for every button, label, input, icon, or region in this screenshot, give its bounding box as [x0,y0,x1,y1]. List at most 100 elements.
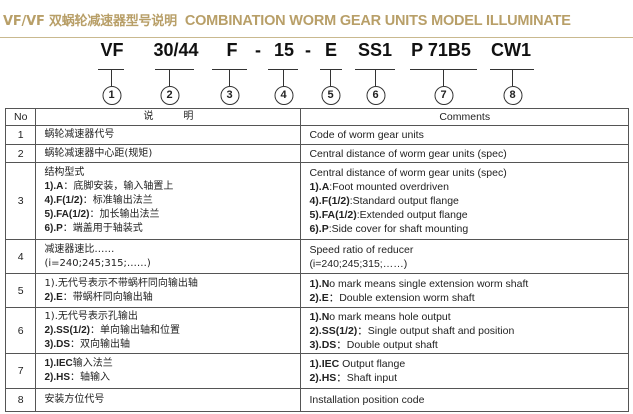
desc-line: 5).FA(1/2)：加长输出法兰 [44,209,160,220]
desc-line: 2).SS(1/2)：单向输出轴和位置 [44,324,181,336]
table-row: 3 结构型式 1).A：底脚安装，输入轴置上 4).F(1/2)：标准输出法兰 5).F… [4,162,629,240]
code-connector [512,69,513,86]
circled-number-marker: 4 [274,86,293,105]
title-en: COMBINATION WORM GEAR UNITS MODEL ILLUMI… [184,13,571,29]
comments-line: Speed ratio of reducer [309,243,414,256]
desc-line: 减速器速比…… [44,243,115,255]
code-segment: 15 [273,40,295,60]
title-cn: VF/VF 双蜗轮减速器型号说明 [3,14,177,29]
row-comments: 1).No mark means hole output 2).SS(1/2)：S… [300,307,629,354]
circled-number-marker: 1 [102,86,121,105]
table-row: 5 1).无代号表示不带蜗杆同向输出轴 2).E：带蜗杆同向输出轴 1).No mar… [4,273,629,308]
comments-line: 2).SS(1/2)：Single output shaft and posit… [309,324,515,337]
comments-line: 1).IEC Output flange [309,358,406,370]
code-segment: CW1 [491,40,531,60]
comments-line: Installation position code [309,394,425,406]
table-row: 4 减速器速比…… (i=240;245;315;……) Speed ratio of… [4,239,629,274]
desc-line: 4).F(1/2)：标准输出法兰 [44,195,153,206]
title-divider [0,37,633,38]
row-comments: Speed ratio of reducer (i=240;245;315;……) [300,239,629,274]
row-number: 6 [4,307,37,354]
desc-line: 蜗轮减速器代号 [44,129,115,140]
code-segment: P 71B5 [411,40,471,60]
code-connector [283,69,284,86]
row-number: 5 [4,273,37,308]
model-table: No 说 明 Comments 1 蜗轮减速器代号 Code of worm gea… [4,108,629,412]
circled-number-marker: 2 [160,86,179,105]
comments-line: 1).A:Foot mounted overdriven [309,181,449,193]
desc-line: 1).无代号表示孔输出 [44,310,138,322]
row-number: 4 [4,239,37,274]
row-desc: 安装方位代号 [35,388,302,412]
circled-number-marker: 3 [220,86,239,105]
desc-line: 1).IEC输入法兰 [44,358,113,369]
comments-line: 2).HS：Shaft input [309,372,397,384]
row-desc: 蜗轮减速器代号 [35,125,302,145]
comments-line: Central distance of worm gear units (spe… [309,167,507,179]
code-segment: VF [100,40,124,60]
desc-line: 6).P：端盖用于轴装式 [44,223,143,234]
desc-line: 蜗轮减速器中心距(规矩) [44,147,153,159]
row-comments: Central distance of worm gear units (spe… [300,162,629,240]
row-desc: 蜗轮减速器中心距(规矩) [35,144,302,163]
row-number: 8 [4,388,37,412]
row-number: 3 [4,162,37,240]
code-segment: E [324,40,338,60]
row-comments: Central distance of worm gear units (spe… [300,144,629,163]
header-no: No [4,108,37,126]
code-segment: 30/44 [153,40,199,60]
table-row: 7 1).IEC输入法兰 2).HS：轴输入 1).IEC Output flange… [4,353,629,389]
table-row: 8 安装方位代号 Installation position code [4,388,629,412]
comments-line: 3).DS：Double output shaft [309,338,438,351]
table-row: 1 蜗轮减速器代号 Code of worm gear units [4,125,629,145]
code-connector [169,69,170,86]
comments-line: Central distance of worm gear units (spe… [309,147,507,160]
row-number: 1 [4,125,37,145]
code-separator: - [305,40,311,60]
comments-line: 6).P:Side cover for shaft mounting [309,223,469,235]
row-desc: 1).无代号表示不带蜗杆同向输出轴 2).E：带蜗杆同向输出轴 [35,273,302,308]
row-desc: 减速器速比…… (i=240;245;315;……) [35,239,302,274]
code-separator: - [255,40,261,60]
code-connector [330,69,331,86]
desc-line: 1).无代号表示不带蜗杆同向输出轴 [44,277,198,289]
comments-line: 2).E：Double extension worm shaft [309,291,475,304]
circled-number-marker: 6 [366,86,385,105]
desc-line: 结构型式 [44,167,85,178]
row-comments: 1).No mark means single extension worm s… [300,273,629,308]
comments-line: 4).F(1/2):Standard output flange [309,195,459,207]
table-row: 2 蜗轮减速器中心距(规矩) Central distance of worm ge… [4,144,629,163]
code-segment: F [226,40,238,60]
comments-line: (i=240;245;315;……) [309,257,408,270]
comments-line: 1).No mark means single extension worm s… [309,277,529,290]
desc-line: (i=240;245;315;……) [44,257,151,269]
row-number: 2 [4,144,37,163]
code-connector [111,69,112,86]
header-desc: 说 明 [35,108,302,126]
row-comments: 1).IEC Output flange 2).HS：Shaft input [300,353,629,389]
code-underline [320,69,342,70]
code-underline [155,69,194,70]
desc-line: 2).HS：轴输入 [44,372,110,383]
comments-line: 1).No mark means hole output [309,310,451,323]
comments-line: 5).FA(1/2):Extended output flange [309,209,468,221]
table-header-row: No 说 明 Comments [4,108,629,126]
code-segment: SS1 [357,40,393,60]
row-comments: Code of worm gear units [300,125,629,145]
code-connector [443,69,444,86]
page-title: VF/VF 双蜗轮减速器型号说明 COMBINATION WORM GEAR U… [3,10,571,29]
desc-line: 1).A：底脚安装，输入轴置上 [44,181,174,192]
table-row: 6 1).无代号表示孔输出 2).SS(1/2)：单向输出轴和位置 3).DS：双向输… [4,307,629,354]
row-desc: 结构型式 1).A：底脚安装，输入轴置上 4).F(1/2)：标准输出法兰 5).FA… [35,162,302,240]
circled-number-marker: 5 [321,86,340,105]
desc-line: 3).DS：双向输出轴 [44,338,130,350]
row-number: 7 [4,353,37,389]
code-connector [229,69,230,86]
desc-line: 2).E：带蜗杆同向输出轴 [44,291,153,303]
desc-line: 安装方位代号 [44,394,105,405]
circled-number-marker: 7 [434,86,453,105]
header-comments: Comments [300,108,629,126]
row-desc: 1).无代号表示孔输出 2).SS(1/2)：单向输出轴和位置 3).DS：双向输出… [35,307,302,354]
comments-line: Code of worm gear units [309,129,424,141]
